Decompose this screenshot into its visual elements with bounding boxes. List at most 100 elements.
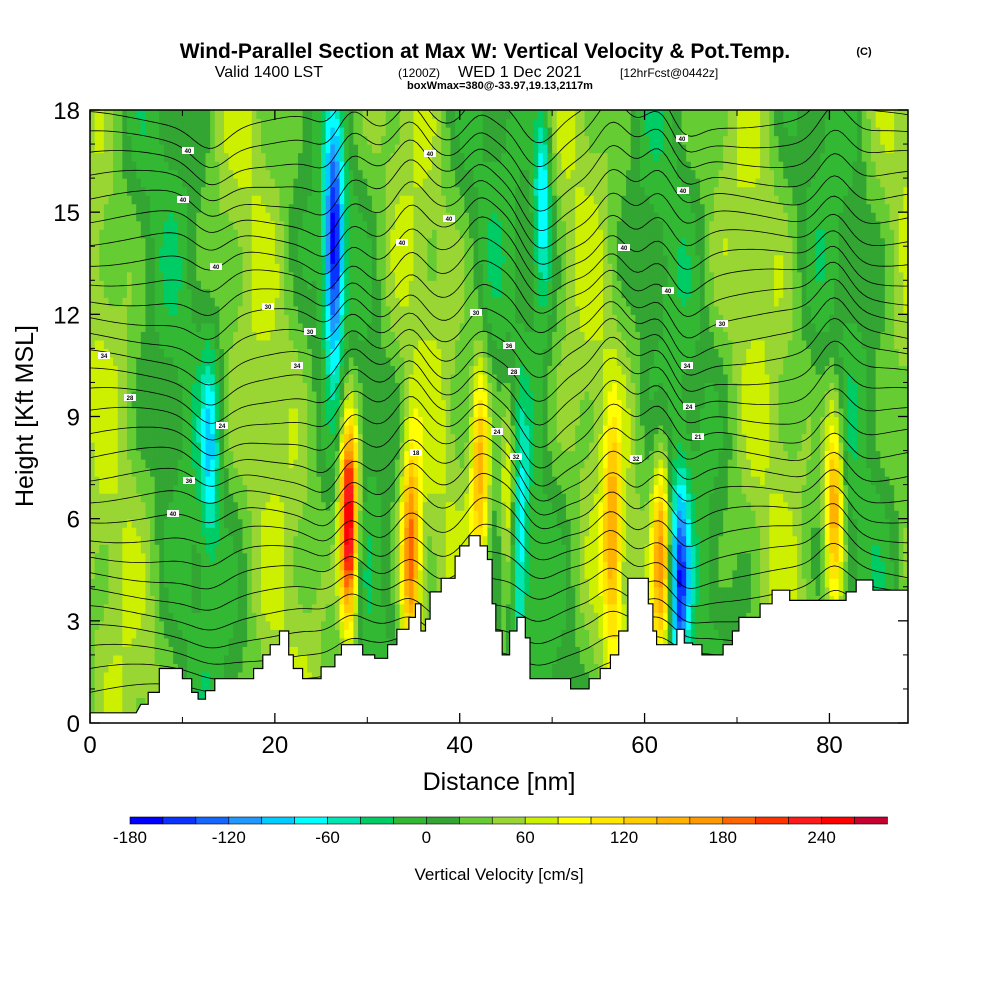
w-cell [395, 254, 401, 264]
w-cell [395, 459, 401, 469]
w-cell [126, 331, 133, 341]
w-cell [237, 254, 244, 264]
w-cell [233, 501, 239, 511]
w-cell [330, 263, 336, 273]
w-cell [395, 603, 401, 613]
w-cell [182, 246, 188, 256]
w-cell [117, 561, 123, 571]
w-cell [362, 416, 368, 426]
w-cell [163, 450, 170, 460]
w-cell [224, 390, 230, 401]
w-cell [219, 620, 225, 630]
w-cell [219, 203, 225, 213]
w-cell [103, 271, 110, 281]
w-cell [90, 169, 96, 179]
w-cell [200, 382, 207, 392]
w-cell [150, 603, 156, 613]
w-cell [293, 212, 299, 222]
w-cell [376, 450, 382, 460]
w-cell [385, 203, 391, 213]
w-cell [325, 305, 331, 315]
w-cell [334, 305, 341, 315]
w-cell [311, 203, 318, 213]
w-cell [233, 152, 239, 162]
w-cell [163, 229, 170, 239]
w-cell [404, 407, 410, 418]
w-cell [395, 501, 401, 511]
w-cell [237, 399, 244, 409]
w-cell [288, 348, 294, 358]
w-cell [159, 220, 165, 230]
w-cell [219, 484, 225, 494]
w-cell [311, 237, 318, 247]
w-cell [126, 671, 133, 682]
w-cell [247, 178, 253, 188]
w-cell [362, 612, 368, 622]
w-cell [113, 459, 119, 469]
w-cell [353, 186, 359, 196]
w-cell [260, 459, 267, 469]
vertical-velocity-field [90, 110, 908, 723]
w-cell [159, 322, 165, 332]
w-cell [150, 671, 156, 682]
w-cell [177, 365, 184, 375]
w-cell [376, 407, 382, 418]
w-cell [191, 442, 197, 452]
w-cell [136, 203, 142, 213]
w-cell [344, 297, 350, 307]
w-cell [177, 569, 184, 579]
w-cell [367, 212, 373, 222]
w-cell [196, 399, 202, 409]
w-cell [339, 365, 345, 375]
w-cell [136, 433, 142, 443]
w-cell [117, 654, 123, 664]
w-cell [94, 629, 100, 639]
w-cell [270, 476, 276, 486]
w-cell [117, 646, 123, 656]
w-cell [399, 382, 405, 392]
w-cell [307, 110, 313, 120]
w-cell [108, 442, 114, 452]
w-cell [381, 365, 387, 375]
w-cell [90, 467, 96, 477]
w-cell [242, 339, 248, 349]
w-cell [113, 527, 119, 537]
w-cell [131, 365, 137, 375]
w-cell [196, 152, 202, 162]
w-cell [348, 195, 355, 205]
w-cell [247, 544, 253, 554]
w-cell [168, 110, 174, 120]
w-cell [279, 459, 285, 469]
w-cell [108, 271, 114, 281]
w-cell [288, 407, 294, 418]
w-cell [182, 373, 188, 384]
w-cell [358, 629, 364, 639]
w-cell [182, 544, 188, 554]
w-cell [358, 493, 364, 503]
w-cell [293, 237, 299, 247]
w-cell [316, 637, 322, 647]
w-cell [187, 493, 193, 503]
w-cell [187, 365, 193, 375]
w-cell [311, 603, 318, 613]
w-cell [163, 118, 170, 128]
w-cell [126, 195, 133, 205]
w-cell [381, 399, 387, 409]
w-cell [307, 484, 313, 494]
w-cell [140, 561, 147, 571]
w-cell [219, 314, 225, 324]
w-cell [191, 331, 197, 341]
w-cell [196, 246, 202, 256]
w-cell [237, 305, 244, 315]
w-cell [348, 586, 355, 596]
w-cell [395, 144, 401, 154]
w-cell [154, 356, 160, 367]
w-cell [362, 135, 368, 145]
w-cell [182, 510, 188, 520]
w-cell [233, 373, 239, 384]
w-cell [145, 425, 151, 435]
w-cell [362, 186, 368, 196]
w-cell [228, 314, 234, 324]
w-cell [210, 637, 216, 647]
w-cell [117, 671, 123, 682]
